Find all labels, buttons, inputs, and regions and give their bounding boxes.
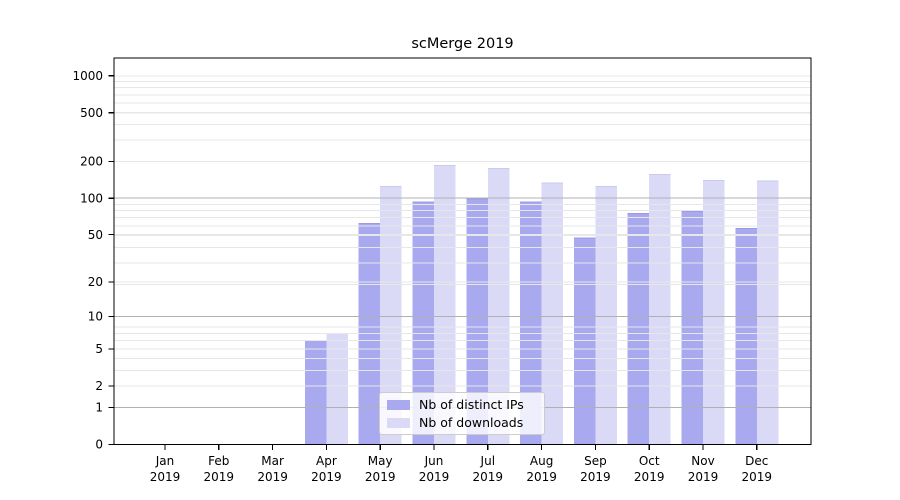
x-tick-label: Jan 2019 — [150, 454, 181, 484]
x-tick-label: May 2019 — [365, 454, 396, 484]
x-tick-label: Dec 2019 — [742, 454, 773, 484]
bar-downloads-apr — [326, 333, 348, 445]
x-tick-label: Oct 2019 — [634, 454, 665, 484]
legend-swatch-downloads — [387, 417, 410, 428]
y-tick-label: 20 — [88, 275, 103, 289]
legend-label-downloads: Nb of downloads — [419, 415, 524, 430]
y-tick-label: 5 — [95, 342, 103, 356]
x-tick-label: Feb 2019 — [204, 454, 235, 484]
legend-swatch-distinct-ips — [387, 399, 410, 410]
bar-downloads-may — [380, 186, 402, 445]
bar-distinct-ips-oct — [627, 213, 650, 445]
y-tick-label: 500 — [80, 106, 103, 120]
y-tick-label: 200 — [80, 155, 103, 169]
bar-distinct-ips-dec — [735, 228, 757, 445]
bar-downloads-aug — [541, 183, 564, 445]
plot-border — [113, 57, 812, 446]
bar-downloads-jul — [487, 168, 510, 445]
chart-title: scMerge 2019 — [411, 36, 514, 52]
x-axis: Jan 2019 Feb 2019 Mar 2019 Apr 2019 May 2019 Jun 20… — [150, 444, 773, 484]
bar-distinct-ips-sep — [573, 237, 596, 445]
y-tick-label: 10 — [88, 310, 103, 324]
y-tick-label: 1 — [95, 401, 103, 415]
x-tick-label: Jun 2019 — [419, 454, 450, 484]
bars-group — [304, 165, 779, 445]
x-tick-label: Apr 2019 — [311, 454, 342, 484]
bar-downloads-nov — [703, 180, 725, 445]
y-axis: 0 1 2 5 10 20 50 100 200 500 1000 — [72, 69, 114, 452]
legend: Nb of distinct IPs Nb of downloads — [379, 392, 545, 435]
x-tick-label: Mar 2019 — [257, 454, 288, 484]
bar-distinct-ips-jul — [466, 199, 488, 445]
bar-distinct-ips-apr — [304, 340, 327, 445]
x-tick-label: Jul 2019 — [473, 454, 504, 484]
bar-downloads-dec — [756, 181, 779, 445]
y-tick-label: 2 — [95, 379, 103, 393]
grid-group — [114, 75, 811, 408]
bar-distinct-ips-nov — [681, 211, 703, 445]
x-tick-label: Sep 2019 — [580, 454, 611, 484]
y-tick-label: 1000 — [72, 69, 103, 83]
bar-downloads-sep — [595, 186, 617, 445]
legend-label-distinct-ips: Nb of distinct IPs — [419, 397, 524, 412]
bar-downloads-oct — [649, 174, 671, 445]
legend-item-distinct-ips: Nb of distinct IPs — [387, 397, 536, 412]
y-tick-label: 0 — [95, 438, 103, 452]
x-tick-label: Nov 2019 — [688, 454, 719, 484]
y-tick-label: 50 — [88, 228, 103, 242]
x-tick-label: Aug 2019 — [526, 454, 557, 484]
legend-item-downloads: Nb of downloads — [387, 415, 536, 430]
y-tick-label: 100 — [80, 191, 103, 205]
